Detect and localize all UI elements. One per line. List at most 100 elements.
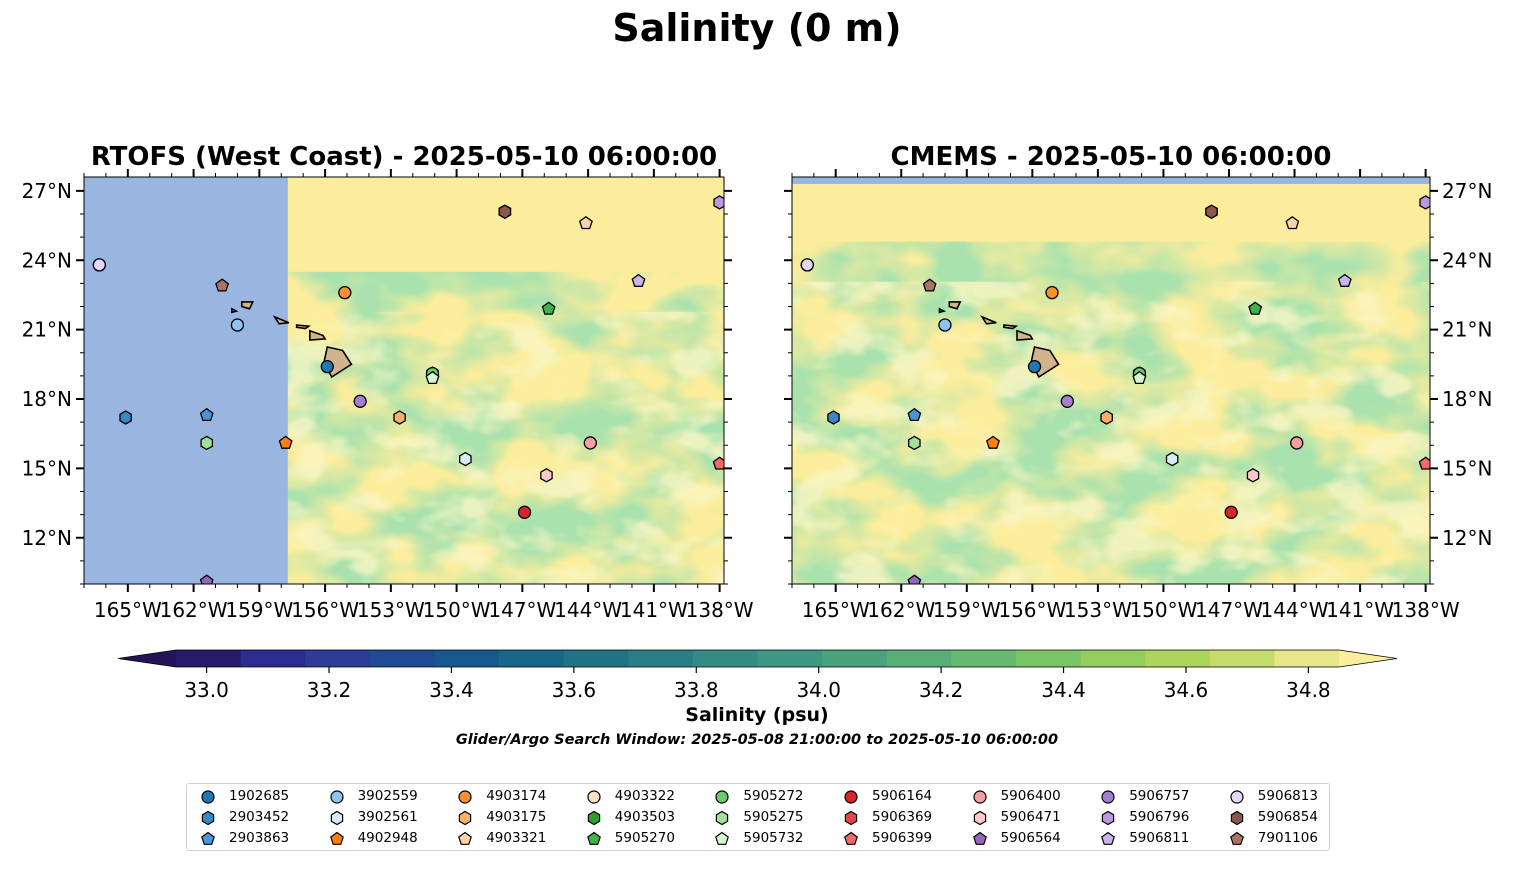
lat-tick-label: 21°N [1442, 318, 1492, 342]
legend-label: 5906399 [872, 830, 933, 846]
legend-marker-icon [1101, 810, 1115, 826]
island-3 [980, 315, 997, 325]
legend-label: 3902559 [357, 788, 418, 804]
float-marker-3902561 [459, 451, 472, 467]
legend-marker-4903503 [587, 810, 600, 826]
lat-tick-label: 27°N [1442, 179, 1492, 203]
lat-tick-label: 12°N [1442, 526, 1492, 550]
lat-tick-label: 27°N [22, 179, 72, 203]
float-marker-4903175 [1100, 410, 1113, 425]
legend-marker-icon [1230, 810, 1243, 826]
lat-tick-label: 12°N [22, 526, 72, 550]
legend-marker-icon [201, 790, 215, 804]
legend-marker-icon [330, 810, 343, 826]
legend-marker-5906369 [844, 810, 858, 826]
lon-tick-label: 159°W [225, 598, 293, 622]
lon-tick-label: 156°W [998, 598, 1066, 622]
float-marker-5906400 [1290, 436, 1304, 450]
float-marker-5906164 [1224, 505, 1238, 519]
float-marker-4902948 [986, 435, 1000, 449]
float-marker-5906399 [1418, 456, 1430, 470]
legend-marker-5906813 [1230, 790, 1244, 804]
legend-marker-icon [329, 831, 344, 845]
panel-title-rtofs: RTOFS (West Coast) - 2025-05-10 06:00:00 [90, 142, 718, 172]
legend-marker-5905272 [715, 790, 729, 804]
island-5 [231, 307, 239, 314]
legend-label: 3902561 [357, 809, 418, 825]
float-marker-5906811 [1337, 273, 1352, 287]
legend-marker-7901106 [1229, 831, 1244, 845]
lat-tick-label: 24°N [1442, 248, 1492, 272]
float-marker-5905732 [1132, 370, 1147, 385]
legend-label: 4903174 [486, 788, 547, 804]
float-marker-5906796 [713, 195, 724, 210]
legend-marker-icon [458, 790, 472, 804]
lon-tick-label: 144°W [1261, 598, 1329, 622]
float-marker-5906564 [199, 574, 214, 584]
legend-marker-icon [1229, 831, 1244, 845]
legend-marker-icon [587, 810, 600, 826]
map-panel-cmems: 165°W162°W159°W156°W153°W150°W147°W144°W… [784, 169, 1492, 622]
figure-title: Salinity (0 m) [612, 6, 902, 50]
lon-tick-label: 165°W [802, 598, 870, 622]
colorbar-tick-label: 33.4 [429, 678, 474, 702]
lon-tick-label: 162°W [160, 598, 228, 622]
legend-marker-icon [715, 831, 730, 845]
island-4 [241, 301, 255, 310]
legend-marker-4903175 [458, 810, 472, 826]
legend-marker-5906164 [844, 790, 858, 804]
float-marker-5905270 [1248, 301, 1263, 315]
island-2 [295, 324, 311, 330]
legend-marker-2903452 [201, 810, 215, 826]
legend-marker-5906399 [844, 831, 858, 845]
lon-tick-label: 150°W [423, 598, 491, 622]
lat-tick-label: 21°N [22, 318, 72, 342]
colorbar-segment [563, 650, 629, 667]
colorbar-tick-label: 33.6 [552, 678, 597, 702]
legend-marker-icon [1101, 790, 1115, 804]
legend-label: 5906164 [872, 788, 933, 804]
lon-tick-label: 153°W [1064, 598, 1132, 622]
float-marker-5906757 [353, 394, 367, 408]
legend-marker-5906811 [1101, 831, 1116, 845]
float-marker-3902559 [230, 318, 245, 332]
legend-marker-icon [586, 831, 601, 845]
lon-tick-label: 141°W [1326, 598, 1394, 622]
float-marker-5905270 [541, 301, 556, 315]
legend-label: 5906854 [1257, 809, 1318, 825]
legend-marker-icon [844, 790, 858, 804]
colorbar-tick-label: 34.2 [919, 678, 964, 702]
map-panel-rtofs: 165°W162°W159°W156°W153°W150°W147°W144°W… [22, 169, 754, 622]
legend-marker-4903321 [458, 831, 473, 845]
lon-tick-label: 144°W [554, 598, 622, 622]
float-marker-4902948 [278, 435, 293, 449]
legend-marker-icon [844, 831, 858, 845]
float-marker-2903863 [199, 407, 214, 422]
float-legend: 1902685 2903452 2903863 3902559 3902561 49029… [186, 783, 1330, 851]
colorbar-segment [628, 650, 694, 667]
legend-marker-icon [972, 831, 987, 845]
colorbar-segment [1145, 650, 1211, 667]
lon-tick-label: 153°W [357, 598, 425, 622]
legend-marker-5905270 [586, 831, 601, 845]
colorbar-tick-label: 34.4 [1041, 678, 1086, 702]
float-marker-5906564 [907, 574, 922, 584]
lon-tick-label: 141°W [620, 598, 688, 622]
colorbar-tick-label: 34.8 [1286, 678, 1331, 702]
lon-tick-label: 138°W [1392, 598, 1460, 622]
lon-tick-label: 147°W [1195, 598, 1263, 622]
float-marker-5906811 [631, 273, 646, 287]
legend-label: 4902948 [357, 830, 418, 846]
legend-label: 5905275 [743, 809, 804, 825]
float-marker-4903321 [578, 216, 593, 230]
lon-tick-label: 138°W [686, 598, 754, 622]
legend-label: 2903863 [229, 830, 290, 846]
colorbar-segment [240, 650, 306, 667]
float-marker-1902685 [320, 359, 334, 374]
float-marker-5905732 [425, 370, 440, 385]
colorbar-segment [1015, 650, 1082, 667]
float-marker-5906471 [1246, 468, 1260, 483]
no-data-mask [792, 177, 1430, 184]
colorbar-tick-label: 34.0 [796, 678, 841, 702]
